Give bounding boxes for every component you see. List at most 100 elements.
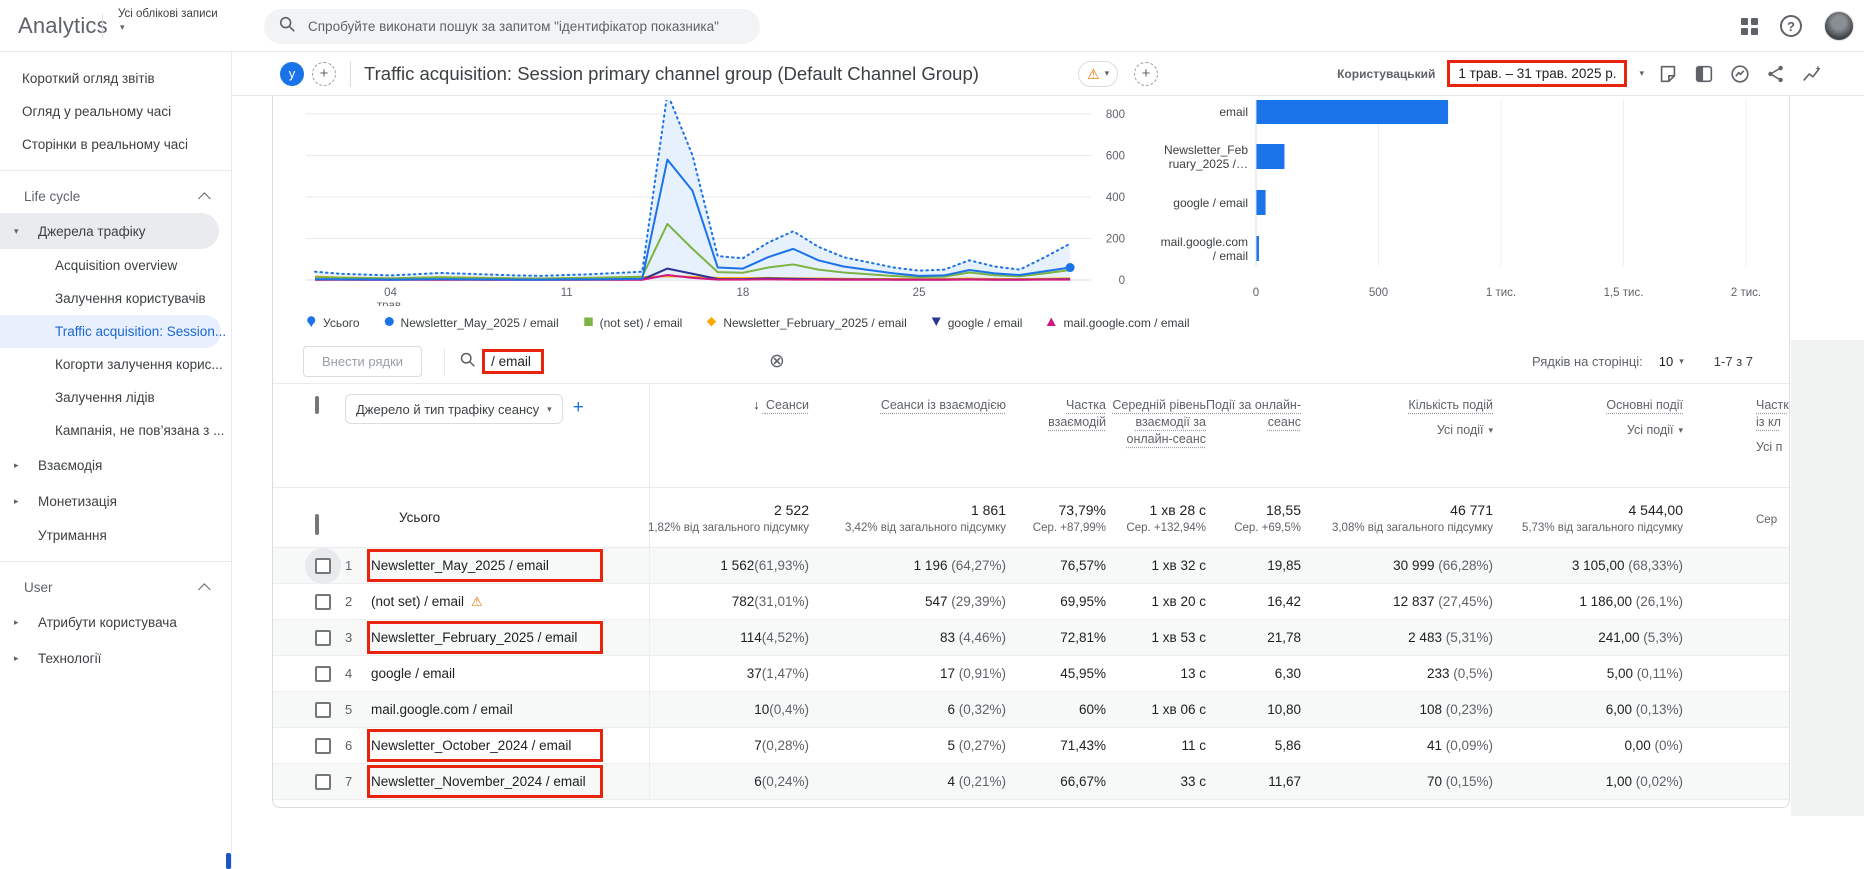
sidebar-item-взаємодія[interactable]: ▸ Взаємодія: [0, 447, 231, 483]
totals-subtext: 3,42% від загального підсумку: [844, 521, 1006, 534]
legend-item[interactable]: Усього: [306, 315, 360, 331]
table-row[interactable]: 3 Newsletter_February_2025 / email 114 (4,…: [273, 620, 1789, 656]
table-search-input[interactable]: / email: [482, 349, 544, 374]
row-cell-value: 782: [731, 594, 755, 609]
legend-item[interactable]: Newsletter_February_2025 / email: [706, 316, 907, 331]
row-cell: 782 (31,01%): [649, 584, 809, 619]
account-switcher[interactable]: Усі облікові записи ▾: [118, 8, 218, 33]
help-icon[interactable]: ?: [1780, 15, 1802, 37]
sidebar-item-acquisition-overview[interactable]: Acquisition overview: [0, 249, 231, 282]
sidebar-section-label: Life cycle: [24, 189, 81, 204]
table-row[interactable]: 6 Newsletter_October_2024 / email 7 (0,28%…: [273, 728, 1789, 764]
sidebar-item-кампанія-не-пов-язана-з-[interactable]: Кампанія, не пов’язана з ...: [0, 414, 231, 447]
clear-search-icon[interactable]: ⊗: [769, 351, 785, 372]
svg-text:25: 25: [913, 287, 926, 299]
sidebar-divider: [0, 170, 231, 171]
user-avatar[interactable]: [1824, 11, 1854, 41]
sidebar-item-огляд-у-реальному-часі[interactable]: Огляд у реальному часі: [0, 95, 231, 128]
apps-grid-icon[interactable]: [1741, 17, 1758, 35]
svg-text:0: 0: [1119, 275, 1125, 287]
table-row[interactable]: 1 Newsletter_May_2025 / email 1 562 (61,93…: [273, 548, 1789, 584]
chevron-down-icon[interactable]: ▾: [1679, 356, 1684, 366]
column-header-4[interactable]: Середній рівень взаємодії за онлайн-сеан…: [1106, 384, 1206, 487]
row-number: 3: [345, 630, 353, 645]
notes-icon[interactable]: [1656, 62, 1680, 86]
row-checkbox[interactable]: [315, 665, 331, 682]
column-event-filter[interactable]: Усі події ▾: [1627, 422, 1683, 439]
column-header-7[interactable]: Основні події Усі події ▾: [1493, 384, 1683, 487]
property-avatar[interactable]: у: [280, 61, 304, 86]
column-header-1[interactable]: ↓ Сеанси: [649, 384, 809, 487]
add-rows-button[interactable]: Внести рядки: [303, 346, 423, 377]
table-row[interactable]: 7 Newsletter_November_2024 / email 6 (0,24…: [273, 764, 1789, 800]
column-header-2[interactable]: Сеанси із взаємодією: [809, 384, 1006, 487]
column-header-3[interactable]: Частка взаємодій: [1006, 384, 1106, 487]
sparkline-insights-icon[interactable]: [1800, 62, 1824, 86]
sidebar-item-монетизація[interactable]: ▸ Монетизація: [0, 483, 231, 519]
sidebar-item-утримання[interactable]: Утримання: [0, 519, 231, 552]
row-cell-value: 1 хв 53 с: [1151, 630, 1206, 645]
sidebar-item-label: Взаємодія: [38, 457, 103, 473]
share-icon[interactable]: [1764, 62, 1788, 86]
column-header-6[interactable]: Кількість подій Усі події ▾: [1301, 384, 1493, 487]
sidebar-item-джерела-трафіку[interactable]: ▾ Джерела трафіку: [0, 213, 219, 249]
totals-cell: 4 544,00 5,73% від загального підсумку: [1493, 502, 1683, 534]
column-event-filter[interactable]: Усі події ▾: [1437, 422, 1493, 439]
sidebar-item-label: Залучення лідів: [55, 390, 155, 405]
sidebar-item-traffic-acquisition-session-[interactable]: Traffic acquisition: Session...: [0, 315, 226, 348]
table-row[interactable]: 4 google / email 37 (1,47%) 17 (0,91%) 45,95…: [273, 656, 1789, 692]
sidebar-item-технології[interactable]: ▸ Технології: [0, 640, 231, 676]
sidebar-item-когорти-залучення-корис-[interactable]: Когорти залучення корис...: [0, 348, 231, 381]
add-dimension-icon[interactable]: +: [572, 397, 584, 418]
row-cell-percent: (5,31%): [1441, 630, 1493, 645]
row-checkbox[interactable]: [315, 629, 331, 646]
row-checkbox[interactable]: [315, 773, 331, 790]
legend-item[interactable]: google / email: [931, 316, 1022, 331]
row-cell: 2 483 (5,31%): [1301, 630, 1493, 645]
sidebar-scrollbar-thumb[interactable]: [226, 853, 231, 869]
data-quality-badge[interactable]: ⚠ ▾: [1078, 60, 1119, 87]
insights-icon[interactable]: [1728, 62, 1752, 86]
sessions-bar-chart[interactable]: email Newsletter_February_2025 /… google /…: [1141, 100, 1790, 306]
legend-item[interactable]: mail.google.com / email: [1046, 316, 1190, 331]
totals-checkbox[interactable]: [315, 513, 319, 535]
row-cell-percent: (68,33%): [1624, 558, 1683, 573]
sidebar-item-короткий-огляд-звітів[interactable]: Короткий огляд звітів: [0, 62, 231, 95]
rows-per-page-value[interactable]: 10: [1658, 354, 1674, 369]
sidebar-section-life-cycle[interactable]: Life cycle: [0, 180, 231, 213]
sidebar-item-label: Монетизація: [38, 493, 117, 509]
select-all-checkbox[interactable]: [315, 396, 319, 414]
column-header-5[interactable]: Події за онлайн-сеанс: [1206, 384, 1301, 487]
column-header-label: Сеанси із взаємодією: [880, 398, 1006, 412]
table-body: 1 Newsletter_May_2025 / email 1 562 (61,93…: [273, 548, 1789, 800]
sidebar-item-атрибути-користувача[interactable]: ▸ Атрибути користувача: [0, 604, 231, 640]
totals-cell-cut: Сер: [1683, 510, 1788, 526]
row-cell-value: 5: [947, 738, 955, 753]
add-filter-button[interactable]: +: [1134, 61, 1158, 86]
global-search[interactable]: [264, 9, 760, 44]
date-range-picker[interactable]: 1 трав. – 31 трав. 2025 р.: [1447, 60, 1628, 87]
chevron-down-icon[interactable]: ▾: [1639, 68, 1644, 78]
legend-item-label: Newsletter_February_2025 / email: [723, 316, 907, 330]
table-row[interactable]: 5 mail.google.com / email 10 (0,4%) 6 (0,32…: [273, 692, 1789, 728]
table-row[interactable]: 2 (not set) / email ⚠ 782 (31,01%) 547 (29,3…: [273, 584, 1789, 620]
comparison-panel-icon[interactable]: [1692, 62, 1716, 86]
row-checkbox[interactable]: [315, 557, 331, 574]
legend-item[interactable]: (not set) / email: [583, 316, 682, 331]
row-checkbox[interactable]: [315, 737, 331, 754]
search-input[interactable]: [308, 19, 738, 34]
row-cell-value: 70: [1426, 774, 1442, 789]
legend-item[interactable]: Newsletter_May_2025 / email: [384, 316, 559, 331]
sidebar-item-сторінки-в-реальному-часі[interactable]: Сторінки в реальному часі: [0, 128, 231, 161]
add-comparison-button[interactable]: +: [312, 61, 336, 86]
row-checkbox[interactable]: [315, 593, 331, 610]
column-header-label: ↓ Сеанси: [753, 398, 809, 412]
row-cell: 60%: [1006, 702, 1106, 717]
row-cell-percent: (0,32%): [954, 702, 1006, 717]
sidebar-section-user[interactable]: User: [0, 571, 231, 604]
sidebar-item-залучення-користувачів[interactable]: Залучення користувачів: [0, 282, 231, 315]
dimension-dropdown[interactable]: Джерело й тип трафіку сеансу ▾: [345, 394, 563, 424]
row-checkbox[interactable]: [315, 701, 331, 718]
sidebar-item-залучення-лідів[interactable]: Залучення лідів: [0, 381, 231, 414]
